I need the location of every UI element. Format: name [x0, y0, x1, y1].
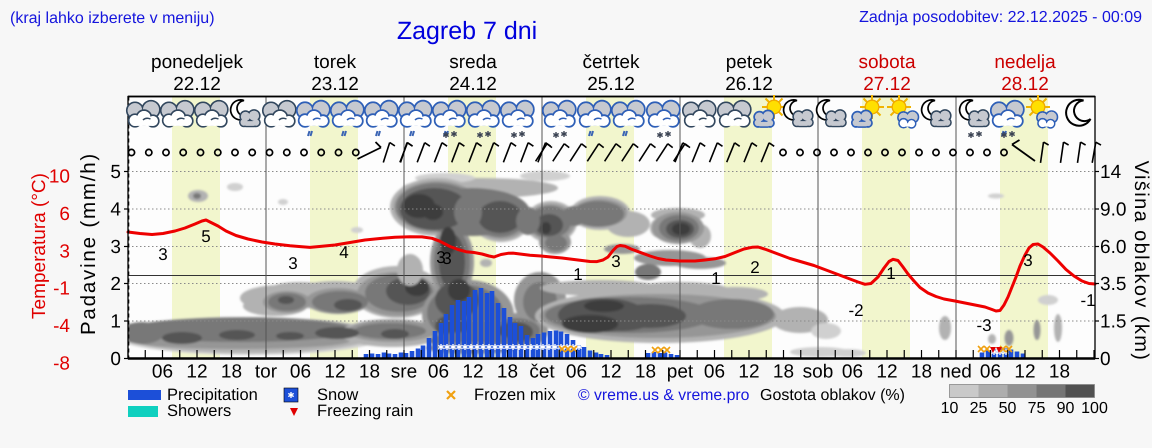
svg-text:28.12: 28.12 — [1001, 74, 1049, 95]
svg-text:3: 3 — [1023, 251, 1032, 270]
svg-text:24.12: 24.12 — [449, 74, 497, 95]
svg-text:Frozen mix: Frozen mix — [474, 386, 556, 404]
svg-text:(kraj lahko izberete v meniju): (kraj lahko izberete v meniju) — [10, 10, 215, 27]
svg-text:5: 5 — [201, 227, 210, 246]
svg-text:18: 18 — [911, 362, 932, 383]
svg-text:12: 12 — [462, 362, 483, 383]
svg-text:6.0: 6.0 — [1100, 237, 1126, 258]
svg-text:18: 18 — [773, 362, 794, 383]
svg-text:petek: petek — [726, 52, 773, 73]
svg-text:6: 6 — [59, 204, 70, 225]
svg-text:sre: sre — [391, 362, 417, 383]
svg-text:Snow: Snow — [317, 386, 358, 404]
svg-text:Padavine (mm/h): Padavine (mm/h) — [77, 152, 100, 335]
svg-text:06: 06 — [152, 362, 173, 383]
svg-text:4: 4 — [110, 200, 121, 221]
svg-text:tor: tor — [255, 362, 278, 383]
svg-text:Višina oblakov (km): Višina oblakov (km) — [1130, 161, 1152, 362]
svg-text:-8: -8 — [53, 354, 70, 375]
svg-text:nedelja: nedelja — [994, 52, 1056, 73]
svg-text:Showers: Showers — [167, 402, 231, 420]
svg-text:sobota: sobota — [858, 52, 915, 73]
svg-text:90: 90 — [1057, 400, 1075, 417]
svg-text:22.12: 22.12 — [173, 74, 221, 95]
svg-text:100: 100 — [1081, 400, 1108, 417]
svg-text:06: 06 — [290, 362, 311, 383]
svg-text:-2: -2 — [848, 301, 863, 320]
svg-text:12: 12 — [738, 362, 759, 383]
svg-text:Temperatura (°C): Temperatura (°C) — [29, 173, 50, 319]
svg-text:5: 5 — [110, 162, 121, 183]
svg-text:50: 50 — [999, 400, 1017, 417]
svg-text:sreda: sreda — [449, 52, 497, 73]
svg-text:3: 3 — [110, 237, 121, 258]
svg-text:06: 06 — [566, 362, 587, 383]
svg-text:Zadnja posodobitev: 22.12.2025: Zadnja posodobitev: 22.12.2025 - 00:09 — [859, 9, 1142, 26]
svg-text:-3: -3 — [976, 316, 991, 335]
svg-text:18: 18 — [635, 362, 656, 383]
svg-text:12: 12 — [876, 362, 897, 383]
svg-text:Zagreb 7 dni: Zagreb 7 dni — [397, 17, 537, 45]
svg-text:1: 1 — [573, 265, 582, 284]
svg-text:12: 12 — [1014, 362, 1035, 383]
svg-text:3: 3 — [611, 252, 620, 271]
svg-text:pet: pet — [667, 362, 694, 383]
svg-text:3.5: 3.5 — [1100, 274, 1126, 295]
svg-text:-1: -1 — [1080, 291, 1095, 310]
svg-text:2: 2 — [750, 258, 759, 277]
svg-text:1: 1 — [110, 312, 121, 333]
svg-text:10: 10 — [941, 400, 959, 417]
svg-text:25: 25 — [970, 400, 988, 417]
svg-text:1.5: 1.5 — [1100, 312, 1126, 333]
svg-text:18: 18 — [221, 362, 242, 383]
svg-text:Precipitation: Precipitation — [167, 386, 258, 404]
svg-text:sob: sob — [803, 362, 834, 383]
svg-text:12: 12 — [600, 362, 621, 383]
svg-text:Freezing rain: Freezing rain — [317, 402, 413, 420]
svg-text:12: 12 — [324, 362, 345, 383]
svg-text:1: 1 — [886, 264, 895, 283]
svg-text:18: 18 — [497, 362, 518, 383]
svg-text:9.0: 9.0 — [1100, 200, 1126, 221]
svg-text:čet: čet — [529, 362, 555, 383]
svg-text:© vreme.us & vreme.pro: © vreme.us & vreme.pro — [578, 387, 750, 404]
svg-text:06: 06 — [704, 362, 725, 383]
svg-text:1: 1 — [711, 269, 720, 288]
svg-text:26.12: 26.12 — [725, 74, 773, 95]
svg-text:4: 4 — [339, 243, 348, 262]
svg-text:12: 12 — [186, 362, 207, 383]
svg-text:18: 18 — [1049, 362, 1070, 383]
svg-text:75: 75 — [1028, 400, 1046, 417]
svg-text:14: 14 — [1100, 162, 1122, 183]
svg-text:ned: ned — [940, 362, 972, 383]
svg-text:10: 10 — [49, 167, 70, 188]
svg-text:18: 18 — [359, 362, 380, 383]
svg-text:torek: torek — [314, 52, 357, 73]
svg-text:ponedeljek: ponedeljek — [151, 52, 243, 73]
svg-text:četrtek: četrtek — [582, 52, 640, 73]
svg-text:06: 06 — [980, 362, 1001, 383]
svg-text:Gostota oblakov (%): Gostota oblakov (%) — [760, 387, 905, 404]
svg-text:-4: -4 — [53, 316, 70, 337]
svg-text:0: 0 — [1100, 349, 1111, 370]
svg-text:25.12: 25.12 — [587, 74, 635, 95]
svg-text:3: 3 — [59, 242, 70, 263]
svg-text:3: 3 — [442, 249, 451, 268]
svg-text:23.12: 23.12 — [311, 74, 359, 95]
svg-text:-1: -1 — [53, 279, 70, 300]
svg-text:06: 06 — [428, 362, 449, 383]
svg-text:3: 3 — [288, 254, 297, 273]
svg-text:3: 3 — [436, 248, 445, 267]
svg-text:27.12: 27.12 — [863, 74, 911, 95]
svg-text:06: 06 — [842, 362, 863, 383]
svg-text:0: 0 — [110, 349, 121, 370]
svg-text:2: 2 — [110, 274, 121, 295]
svg-text:3: 3 — [158, 245, 167, 264]
